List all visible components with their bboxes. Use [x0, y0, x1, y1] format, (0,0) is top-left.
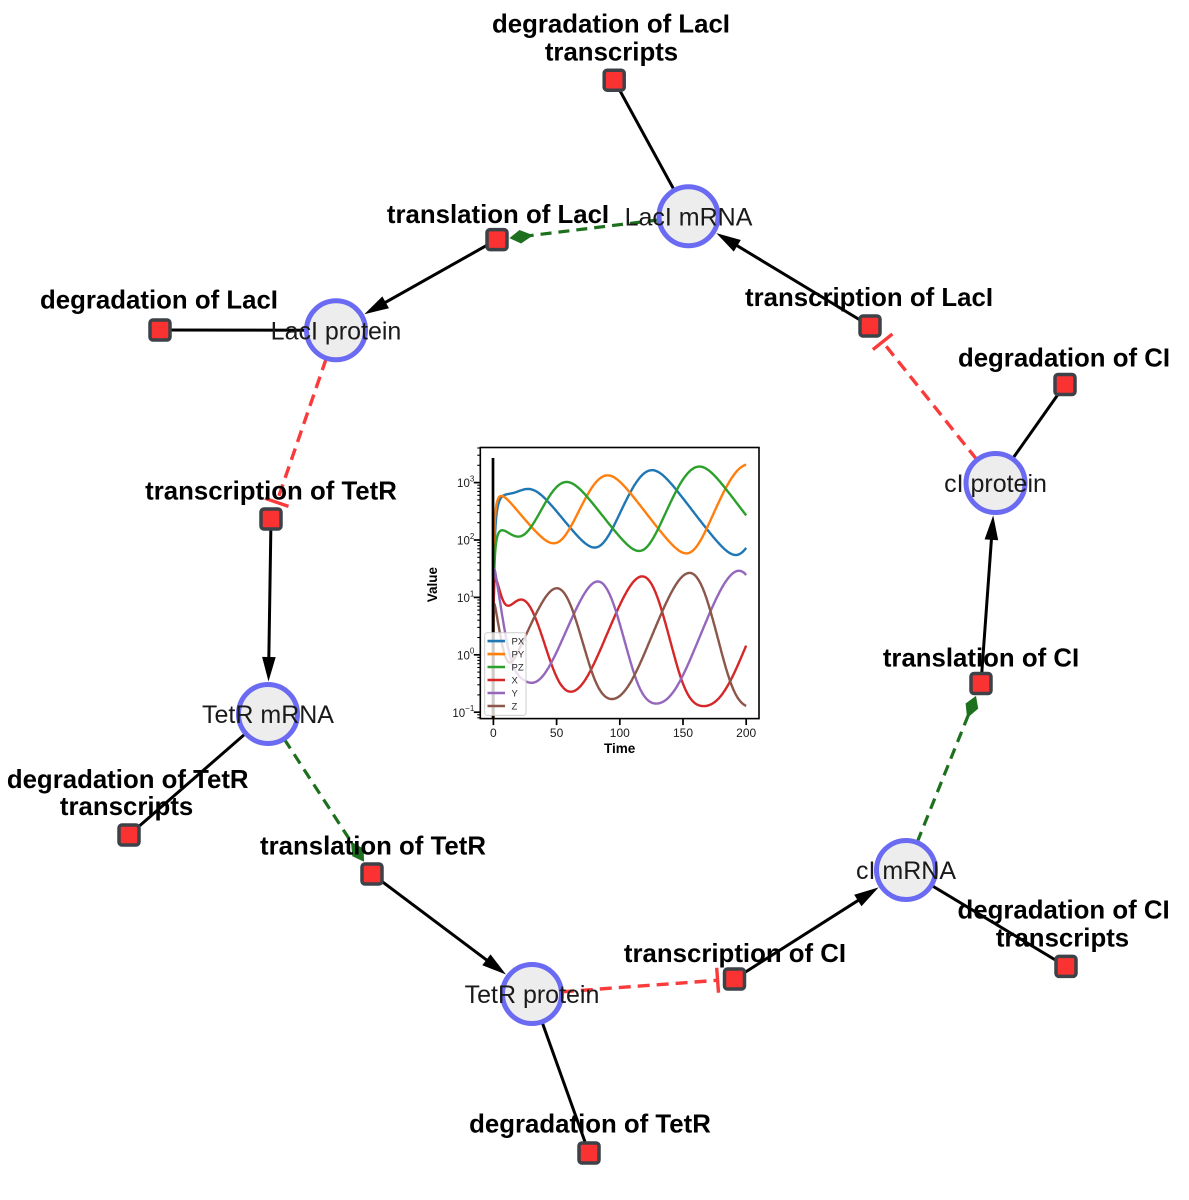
svg-text:transcripts: transcripts: [545, 39, 678, 67]
svg-text:LacI protein: LacI protein: [271, 317, 402, 345]
svg-text:transcription of LacI: transcription of LacI: [745, 284, 993, 312]
svg-text:cI mRNA: cI mRNA: [856, 857, 956, 885]
svg-text:200: 200: [736, 726, 756, 740]
svg-text:transcription of CI: transcription of CI: [624, 940, 846, 968]
svg-text:cI protein: cI protein: [944, 470, 1047, 498]
svg-text:TetR protein: TetR protein: [465, 981, 600, 1009]
svg-text:LacI mRNA: LacI mRNA: [625, 203, 753, 231]
svg-text:degradation of CI: degradation of CI: [958, 344, 1170, 372]
svg-text:transcription of TetR: transcription of TetR: [145, 477, 397, 505]
svg-text:transcripts: transcripts: [60, 793, 193, 821]
svg-text:degradation of TetR: degradation of TetR: [7, 766, 249, 794]
svg-text:degradation of CI: degradation of CI: [958, 896, 1170, 924]
svg-text:degradation of LacI: degradation of LacI: [492, 11, 730, 39]
svg-text:X: X: [512, 675, 519, 686]
svg-text:PY: PY: [512, 650, 525, 661]
svg-text:degradation of LacI: degradation of LacI: [40, 287, 278, 315]
svg-text:Time: Time: [604, 741, 636, 756]
svg-text:translation of TetR: translation of TetR: [260, 832, 486, 860]
svg-text:Z: Z: [512, 701, 518, 712]
svg-text:degradation of TetR: degradation of TetR: [469, 1111, 711, 1139]
svg-text:Value: Value: [425, 566, 440, 602]
svg-text:0: 0: [490, 726, 497, 740]
svg-text:PX: PX: [512, 637, 525, 648]
svg-text:50: 50: [550, 726, 564, 740]
svg-text:transcripts: transcripts: [996, 925, 1129, 953]
svg-text:150: 150: [673, 726, 693, 740]
svg-text:translation of CI: translation of CI: [883, 645, 1079, 673]
svg-text:PZ: PZ: [512, 662, 524, 673]
svg-text:TetR mRNA: TetR mRNA: [202, 701, 334, 729]
svg-text:Y: Y: [512, 688, 519, 699]
svg-text:translation of LacI: translation of LacI: [387, 201, 609, 229]
svg-text:100: 100: [610, 726, 630, 740]
